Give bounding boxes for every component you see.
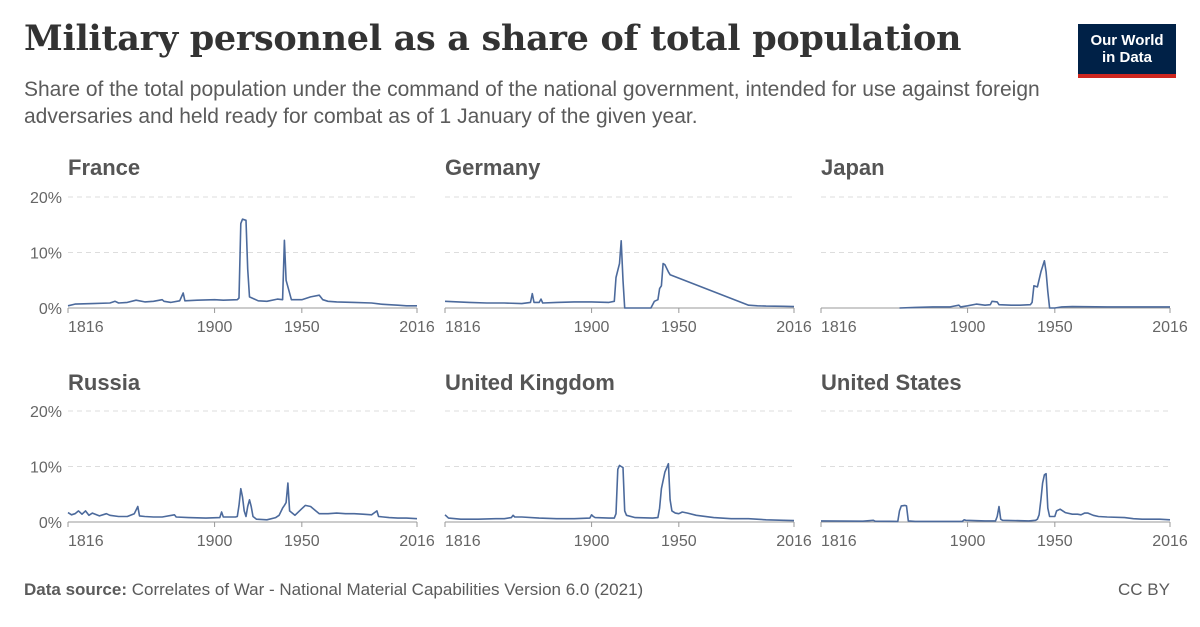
- x-tick-label: 1816: [68, 533, 104, 550]
- x-tick-label: 2016: [1152, 533, 1188, 550]
- chart-subtitle: Share of the total population under the …: [24, 78, 1040, 128]
- data-source-text[interactable]: Correlates of War - National Material Ca…: [131, 580, 644, 599]
- series-line-united-states[interactable]: [820, 472, 1171, 523]
- panel-title-germany: Germany: [445, 155, 541, 180]
- y-tick-label: 10%: [30, 246, 62, 263]
- y-tick-label: 0%: [39, 515, 62, 532]
- x-tick-label: 1950: [284, 319, 320, 336]
- x-tick-label: 1950: [1037, 533, 1073, 550]
- data-source: Data source: Correlates of War - Nationa…: [24, 580, 643, 600]
- x-tick-label: 1900: [950, 319, 986, 336]
- data-source-label: Data source:: [24, 580, 127, 599]
- panel-title-united-kingdom: United Kingdom: [445, 370, 615, 395]
- series-line-japan[interactable]: [899, 260, 1171, 309]
- panel-japan: Japan 1816 1900 1950 2016: [820, 155, 1188, 336]
- x-tick-label: 1900: [574, 319, 610, 336]
- series-line-russia[interactable]: [67, 482, 418, 521]
- x-tick-label: 1816: [821, 533, 857, 550]
- x-tick-label: 2016: [399, 533, 435, 550]
- x-tick-label: 1900: [574, 533, 610, 550]
- x-tick-label: 1816: [821, 319, 857, 336]
- chart-title: Military personnel as a share of total p…: [24, 18, 962, 59]
- logo-line-1: Our World: [1090, 32, 1164, 49]
- panel-united-states: United States 1816 1900 1950 2016: [820, 370, 1188, 550]
- x-tick-label: 1900: [197, 533, 233, 550]
- panel-title-japan: Japan: [821, 155, 885, 180]
- x-tick-label: 2016: [776, 533, 812, 550]
- x-tick-label: 1816: [445, 319, 481, 336]
- y-tick-label: 0%: [39, 301, 62, 318]
- x-tick-label: 1950: [1037, 319, 1073, 336]
- license[interactable]: CC BY: [1118, 580, 1170, 599]
- panel-united-kingdom: United Kingdom 1816 1900 1950 2016: [444, 370, 812, 550]
- panel-germany: Germany 1816 1900 1950 2016: [444, 155, 812, 336]
- x-tick-label: 2016: [399, 319, 435, 336]
- panel-france: France 0% 10% 20% 1816 1900 1950 2016: [30, 155, 435, 336]
- x-tick-label: 1816: [68, 319, 104, 336]
- panel-russia: Russia 0% 10% 20% 1816 1900 1950 2016: [30, 370, 435, 550]
- panel-title-france: France: [68, 155, 140, 180]
- owid-logo[interactable]: Our World in Data: [1078, 24, 1176, 78]
- x-tick-label: 1950: [284, 533, 320, 550]
- series-line-united-kingdom[interactable]: [444, 462, 795, 522]
- y-tick-label: 20%: [30, 190, 62, 207]
- x-tick-label: 1950: [661, 533, 697, 550]
- series-line-france[interactable]: [67, 218, 417, 307]
- series-line-germany[interactable]: [444, 240, 795, 309]
- panel-title-united-states: United States: [821, 370, 962, 395]
- panel-title-russia: Russia: [68, 370, 141, 395]
- x-tick-label: 2016: [1152, 319, 1188, 336]
- logo-line-2: in Data: [1101, 49, 1152, 66]
- x-tick-label: 2016: [776, 319, 812, 336]
- y-tick-label: 20%: [30, 404, 62, 421]
- x-tick-label: 1900: [197, 319, 233, 336]
- x-tick-label: 1950: [661, 319, 697, 336]
- x-tick-label: 1816: [445, 533, 481, 550]
- y-tick-label: 10%: [30, 460, 62, 477]
- x-tick-label: 1900: [950, 533, 986, 550]
